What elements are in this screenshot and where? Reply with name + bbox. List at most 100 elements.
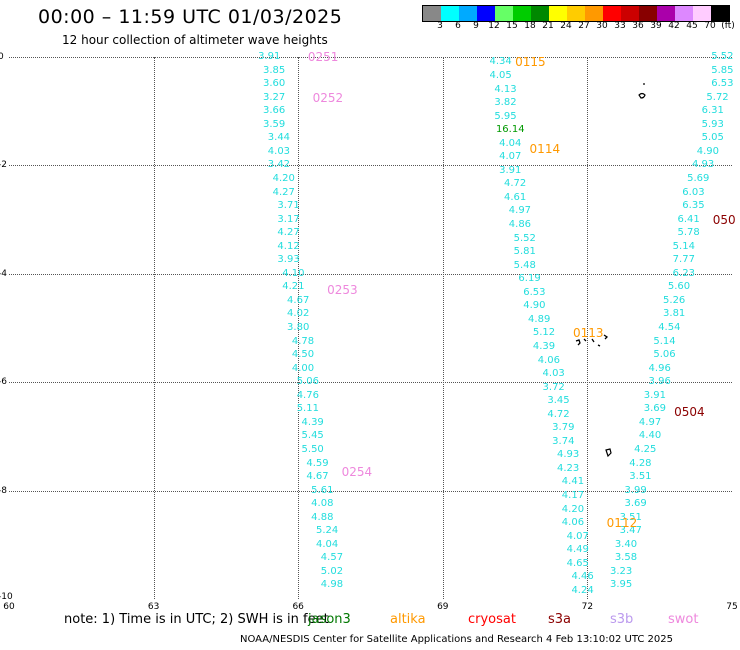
y-tick-label: -2: [0, 160, 7, 171]
color-scale-label: 36: [632, 21, 644, 31]
pass-time-label: 0115: [515, 55, 546, 70]
wave-height-value: 4.98: [320, 579, 344, 591]
wave-height-value: 3.95: [609, 579, 633, 591]
color-swatch: [603, 6, 621, 21]
wave-height-value: 4.17: [561, 490, 585, 502]
wave-height-value: 3.91: [499, 164, 522, 176]
wave-height-value: 5.52: [711, 51, 734, 62]
wave-height-value: 3.82: [494, 97, 517, 109]
color-scale-labels: 3 6 9 12 15 18 21 24 27 30 33 36 39 42 45 70 (ft): [422, 21, 735, 35]
x-tick-label: 60: [3, 602, 15, 612]
pass-time-label: 0253: [327, 283, 358, 298]
wave-height-value: 4.54: [658, 322, 681, 333]
pass-time-label: 0251: [307, 50, 339, 64]
gridline-vertical: [587, 57, 589, 599]
gridline-vertical: [442, 57, 444, 599]
color-swatch: [513, 6, 531, 21]
wave-height-value: 5.02: [320, 565, 344, 577]
color-scale-bar: [422, 5, 730, 22]
color-scale-label: 39: [650, 21, 662, 31]
wave-height-value: 4.97: [638, 416, 662, 428]
page-title: 00:00 – 11:59 UTC 01/03/2025: [38, 6, 343, 28]
wave-height-value: 3.96: [648, 376, 671, 388]
color-scale-label: 21: [542, 21, 554, 31]
wave-height-value: 3.44: [267, 132, 291, 144]
pass-time-label: 0112: [606, 516, 638, 531]
x-tick-label: 63: [147, 602, 160, 612]
pass-time-label: 050: [712, 212, 736, 227]
wave-height-value: 4.41: [561, 476, 585, 488]
satellite-legend-item: s3b: [610, 612, 634, 627]
wave-height-value: 6.53: [523, 286, 546, 298]
y-tick-label: 0: [0, 52, 4, 62]
wave-height-value: 4.27: [272, 186, 295, 198]
x-tick-label: 66: [292, 602, 304, 612]
gridline-horizontal: [9, 273, 732, 275]
wave-height-value: 5.26: [663, 294, 686, 306]
wave-height-value: 6.41: [677, 213, 700, 225]
color-swatch: [657, 6, 675, 21]
wave-height-value: 3.99: [624, 484, 647, 496]
wave-height-value: 4.93: [556, 449, 580, 461]
wave-height-value: 5.93: [701, 118, 724, 130]
color-scale-label: 33: [614, 21, 626, 31]
wave-height-value: 4.28: [629, 457, 652, 469]
wave-height-value: 4.03: [542, 368, 565, 380]
color-swatch: [693, 6, 711, 21]
color-swatch: [441, 6, 459, 21]
wave-height-value: 4.97: [508, 205, 532, 217]
wave-height-value: 4.04: [499, 137, 522, 149]
wave-height-value: 4.67: [287, 294, 310, 306]
wave-height-value: 4.20: [561, 503, 585, 515]
wave-height-value: 3.66: [262, 105, 286, 117]
wave-height-value: 3.85: [262, 64, 286, 76]
wave-height-value: 4.61: [503, 191, 527, 203]
wave-height-value: 6.53: [711, 78, 734, 90]
wave-height-value: 5.45: [301, 430, 324, 442]
wave-height-value: 5.60: [667, 281, 691, 293]
satellite-legend-item: altika: [390, 612, 426, 627]
wave-height-value: 4.25: [634, 443, 657, 455]
color-scale-label: 15: [506, 21, 518, 31]
wave-height-value: 4.67: [306, 471, 329, 483]
wave-height-value: 4.24: [571, 584, 594, 596]
wave-height-value: 3.91: [258, 51, 281, 62]
color-swatch: [621, 6, 639, 21]
wave-height-value: 5.72: [706, 91, 729, 103]
pass-time-label: 0252: [312, 90, 344, 105]
wave-height-value: 4.59: [306, 457, 329, 469]
color-swatch: [585, 6, 603, 21]
y-tick-label: -6: [0, 377, 7, 388]
wave-height-value: 3.93: [277, 254, 300, 266]
gridline-vertical: [298, 57, 300, 599]
wave-height-value: 4.50: [291, 349, 315, 361]
wave-height-value: 4.39: [301, 416, 324, 428]
gridline-vertical: [153, 57, 155, 599]
wave-height-value: 5.06: [296, 376, 319, 388]
color-scale-label: 30: [596, 21, 608, 31]
gridline-horizontal: [9, 165, 732, 167]
wave-height-value: 5.12: [532, 327, 556, 339]
color-swatch: [549, 6, 567, 21]
wave-height-value: 5.78: [677, 227, 700, 239]
wave-height-value: 4.03: [267, 145, 291, 157]
wave-height-value: 6.31: [701, 105, 724, 117]
credit-footer: NOAA/NESDIS Center for Satellite Applica…: [240, 634, 673, 645]
wave-height-value: 4.65: [566, 557, 589, 569]
wave-height-value: 4.90: [523, 300, 546, 312]
satellite-legend-item: swot: [668, 612, 699, 627]
wave-height-value: 3.42: [267, 159, 291, 171]
wave-height-value: 5.14: [653, 335, 676, 347]
wave-height-value: 6.03: [682, 186, 705, 198]
wave-height-value: 5.05: [701, 132, 724, 144]
y-tick-label: -10: [0, 592, 13, 602]
wave-height-value: 16.14: [495, 124, 525, 136]
wave-height-value: 4.27: [277, 227, 300, 239]
wave-height-value: 5.11: [296, 403, 319, 415]
wave-height-value: 3.59: [262, 118, 286, 130]
wave-height-value: 4.49: [566, 544, 589, 556]
wave-height-value: 3.74: [552, 435, 575, 447]
wave-height-value: 3.81: [663, 308, 686, 320]
wave-height-value: 5.85: [711, 64, 734, 76]
